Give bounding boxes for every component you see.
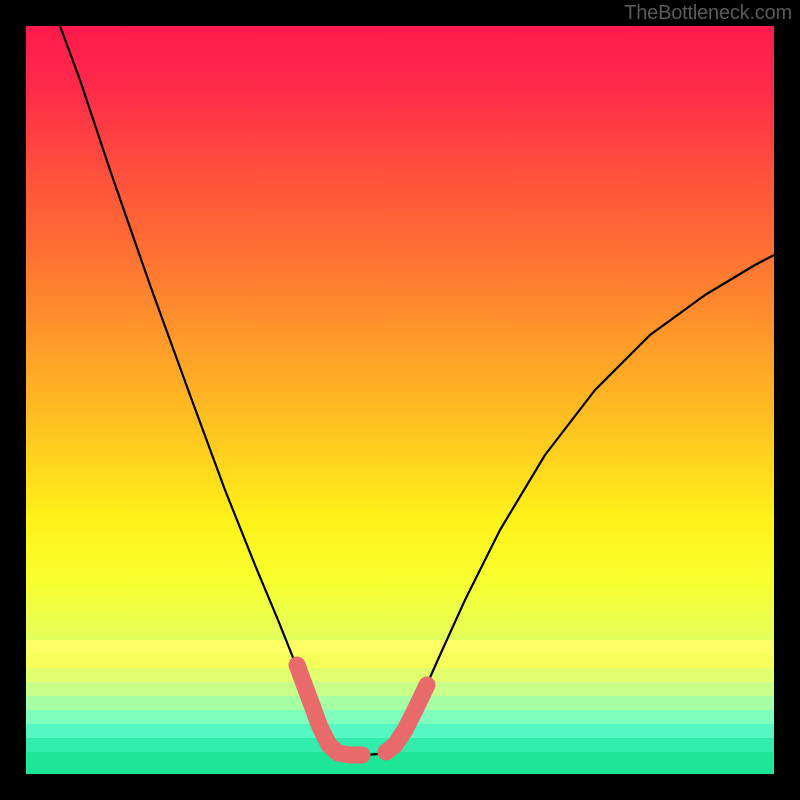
- gradient-band: [26, 682, 774, 696]
- gradient-band: [26, 696, 774, 710]
- gradient-band: [26, 654, 774, 668]
- bottleneck-chart-svg: [0, 0, 800, 800]
- gradient-band: [26, 640, 774, 654]
- chart-canvas: TheBottleneck.com: [0, 0, 800, 800]
- gradient-band: [26, 668, 774, 682]
- chart-bottom-bands: [26, 640, 774, 774]
- gradient-band: [26, 752, 774, 774]
- watermark-text: TheBottleneck.com: [624, 2, 792, 25]
